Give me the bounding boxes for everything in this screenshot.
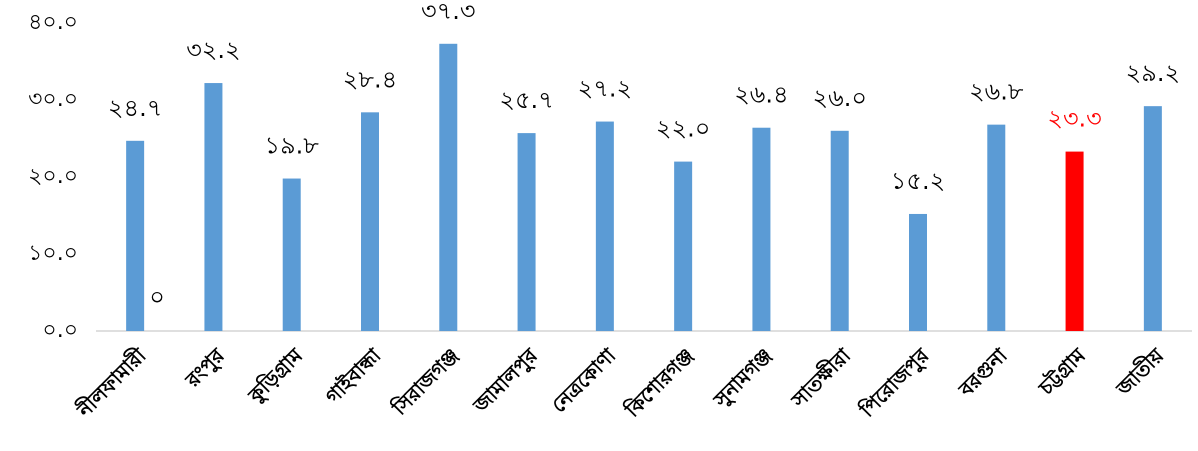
value-label: ২৩.৩ — [1047, 105, 1101, 133]
x-tick-label: গাইবান্ধা — [320, 343, 386, 409]
y-tick-label: ৩০.০ — [28, 87, 78, 112]
bar — [752, 127, 771, 331]
value-label: ২৯.২ — [1126, 59, 1180, 87]
x-tick-label: সাতক্ষীরা — [785, 342, 856, 413]
value-label: ২৬.৮ — [969, 78, 1024, 106]
x-tick-label: রংপুর — [180, 343, 231, 394]
value-label: ২৫.৭ — [499, 86, 553, 114]
value-label: ১৫.২ — [891, 167, 945, 195]
x-tick-label: বরগুনা — [953, 343, 1012, 402]
bar — [909, 213, 927, 331]
x-tick-label: সুনামগঞ্জ — [708, 343, 778, 413]
x-tick-label: জাতীয় — [1110, 342, 1169, 401]
annotation: ০ — [149, 283, 165, 311]
bar — [830, 130, 849, 331]
y-tick-label: ০.০ — [42, 318, 78, 343]
bar — [126, 140, 145, 331]
value-label: ৩২.২ — [186, 36, 240, 64]
value-label: ১৯.৮ — [265, 132, 320, 160]
value-label: ২৬.০ — [812, 84, 866, 112]
bar — [674, 161, 693, 331]
value-label: ২২.০ — [656, 115, 710, 143]
bar — [517, 133, 536, 331]
value-label: ২৪.৭ — [108, 94, 162, 122]
x-tick-label: নেত্রকোণা — [546, 343, 621, 418]
x-tick-label: জামালপুর — [468, 343, 544, 419]
value-label: ২৮.৪ — [343, 65, 397, 93]
x-tick-label: কুড়িগ্রাম — [243, 343, 309, 409]
y-tick-label: ২০.০ — [28, 164, 78, 189]
value-label: ৩৭.৩ — [421, 0, 475, 25]
x-tick-label: কিশোরগঞ্জ — [620, 343, 699, 422]
value-label: ২৬.৪ — [734, 81, 788, 109]
y-tick-label: ৪০.০ — [28, 10, 78, 35]
x-tick-label: চট্টগ্রাম — [1033, 342, 1091, 400]
bar — [595, 121, 614, 331]
bar — [987, 124, 1006, 331]
bar — [1065, 151, 1084, 331]
bar — [361, 112, 379, 331]
value-label: ২৭.২ — [578, 75, 632, 103]
bar — [1143, 106, 1162, 331]
bar — [204, 83, 223, 331]
bar — [282, 178, 301, 331]
x-tick-label: পিরোজপুর — [855, 343, 936, 424]
x-tick-label: নীলফামারী — [71, 342, 152, 423]
x-tick-label: সিরাজগঞ্জ — [387, 343, 464, 420]
bar — [439, 43, 458, 331]
y-tick-label: ১০.০ — [28, 241, 78, 266]
